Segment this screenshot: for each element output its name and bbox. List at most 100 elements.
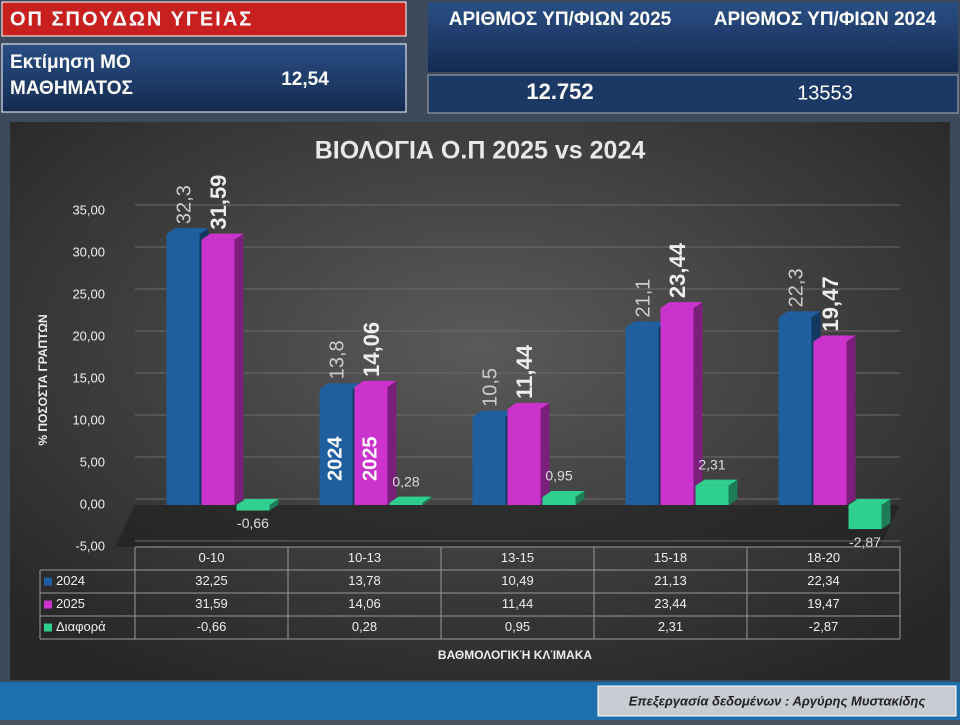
bar-top xyxy=(695,479,738,486)
y-tick-label: 20,00 xyxy=(72,328,105,343)
data-label: 22,3 xyxy=(785,268,807,307)
table-cell: 13,78 xyxy=(348,573,381,588)
data-label: 23,44 xyxy=(665,242,690,298)
bar-top xyxy=(354,380,397,387)
y-tick-label: 5,00 xyxy=(80,454,105,469)
bar-side xyxy=(846,335,856,505)
bar-top xyxy=(166,228,209,235)
bar xyxy=(625,327,659,505)
bar-side xyxy=(269,499,279,511)
legend-label: 2024 xyxy=(56,573,85,588)
floor xyxy=(115,505,900,547)
table-cell: 21,13 xyxy=(654,573,687,588)
bar xyxy=(319,389,353,505)
y-tick-label: 35,00 xyxy=(72,202,105,217)
bar xyxy=(201,239,235,506)
data-label: 31,59 xyxy=(206,175,231,230)
table-cell: 31,59 xyxy=(195,596,228,611)
bar-side xyxy=(575,491,585,505)
bar-top xyxy=(472,410,515,417)
data-label: 32,3 xyxy=(173,185,195,224)
bar-side xyxy=(234,233,244,506)
x-tick-label: 0-10 xyxy=(198,550,224,565)
data-label: 21,1 xyxy=(632,279,654,318)
series-tag: 2025 xyxy=(359,437,381,482)
y-tick-label: 10,00 xyxy=(72,412,105,427)
bar xyxy=(389,502,423,505)
table-cell: 0,95 xyxy=(505,619,530,634)
estimate-label: Εκτίμηση ΜΟ ΜΑΘΗΜΑΤΟΣ xyxy=(10,52,133,99)
legend-swatch xyxy=(44,600,52,609)
legend-label: 2025 xyxy=(56,596,85,611)
c24-wrap: ΑΡΙΘΜΟΣ ΥΠ/ΦΙΩΝ 2024 xyxy=(713,9,937,30)
bar xyxy=(813,341,847,505)
bar xyxy=(695,485,729,505)
table-cell: -0,66 xyxy=(197,619,227,634)
bar-top xyxy=(542,491,585,498)
bar xyxy=(660,308,694,505)
y-axis-label: % ΠΟΣΟΣΤΑ ΓΡΑΠΤΩΝ xyxy=(36,314,50,445)
x-tick-label: 10-13 xyxy=(348,550,381,565)
bar-top xyxy=(625,321,668,328)
count-row xyxy=(427,74,959,114)
table-cell: 14,06 xyxy=(348,596,381,611)
table-cell: 19,47 xyxy=(807,596,840,611)
bar-top xyxy=(848,499,891,505)
data-label: 13,8 xyxy=(326,340,348,379)
data-label: -2,87 xyxy=(849,534,881,550)
bar xyxy=(542,497,576,505)
bar xyxy=(778,317,812,505)
x-tick-label: 13-15 xyxy=(501,550,534,565)
count-2025-label: ΑΡΙΘΜΟΣ ΥΠ/ΦΙΩΝ 2025 xyxy=(448,9,672,30)
count-header xyxy=(428,2,958,72)
estimate-box xyxy=(1,43,407,113)
data-label: 10,5 xyxy=(479,368,501,407)
y-tick-label: -5,00 xyxy=(75,538,105,553)
table-cell: 11,44 xyxy=(502,596,534,611)
data-label: 0,28 xyxy=(392,473,419,489)
count-2025: 12.752 xyxy=(526,79,593,104)
x-tick-label: 15-18 xyxy=(654,550,687,565)
y-tick-label: 30,00 xyxy=(72,244,105,259)
estimate-label-wrap: Εκτίμηση ΜΟ ΜΑΘΗΜΑΤΟΣ xyxy=(10,52,133,99)
bar-top xyxy=(389,496,432,503)
bar-top xyxy=(319,383,362,390)
bar-top xyxy=(201,233,244,240)
count-2024-label: ΑΡΙΘΜΟΣ ΥΠ/ΦΙΩΝ 2024 xyxy=(713,9,937,30)
bar-top xyxy=(813,335,856,342)
c25-wrap: ΑΡΙΘΜΟΣ ΥΠ/ΦΙΩΝ 2025 xyxy=(448,9,672,30)
table-cell: 0,28 xyxy=(352,619,377,634)
series-tag: 2024 xyxy=(324,436,346,481)
chart-title: ΒΙΟΛΟΓΙΑ Ο.Π 2025 vs 2024 xyxy=(315,137,646,165)
bar-side xyxy=(881,499,891,530)
data-label: 14,06 xyxy=(359,322,384,377)
bar-top xyxy=(236,499,279,505)
data-label: 19,47 xyxy=(818,276,843,331)
bar-top xyxy=(660,302,703,309)
bar xyxy=(848,505,882,530)
table-cell: 2,31 xyxy=(658,619,683,634)
data-label: 11,44 xyxy=(512,344,537,399)
data-label: 0,95 xyxy=(545,468,572,484)
footer-box xyxy=(597,685,957,717)
footer: Επεξεργασία δεδομένων : Αργύρης Μυστακίδ… xyxy=(629,693,926,708)
table-cell: 10,49 xyxy=(501,573,534,588)
program-box xyxy=(1,1,407,37)
bar-side xyxy=(693,302,703,505)
y-tick-label: 0,00 xyxy=(80,496,105,511)
bar-top xyxy=(778,311,821,318)
bar-side xyxy=(540,402,550,505)
bar xyxy=(166,234,200,505)
count-2024: 13553 xyxy=(797,82,853,104)
y-tick-label: 15,00 xyxy=(72,370,105,385)
legend-swatch xyxy=(44,577,52,586)
bar-side xyxy=(422,496,432,505)
bar xyxy=(507,408,541,505)
table-cell: -2,87 xyxy=(809,619,839,634)
data-label: 2,31 xyxy=(698,456,725,472)
bar-side xyxy=(728,479,738,505)
bar-side xyxy=(387,380,397,505)
legend-swatch xyxy=(44,623,52,632)
y-tick-label: 25,00 xyxy=(72,286,105,301)
